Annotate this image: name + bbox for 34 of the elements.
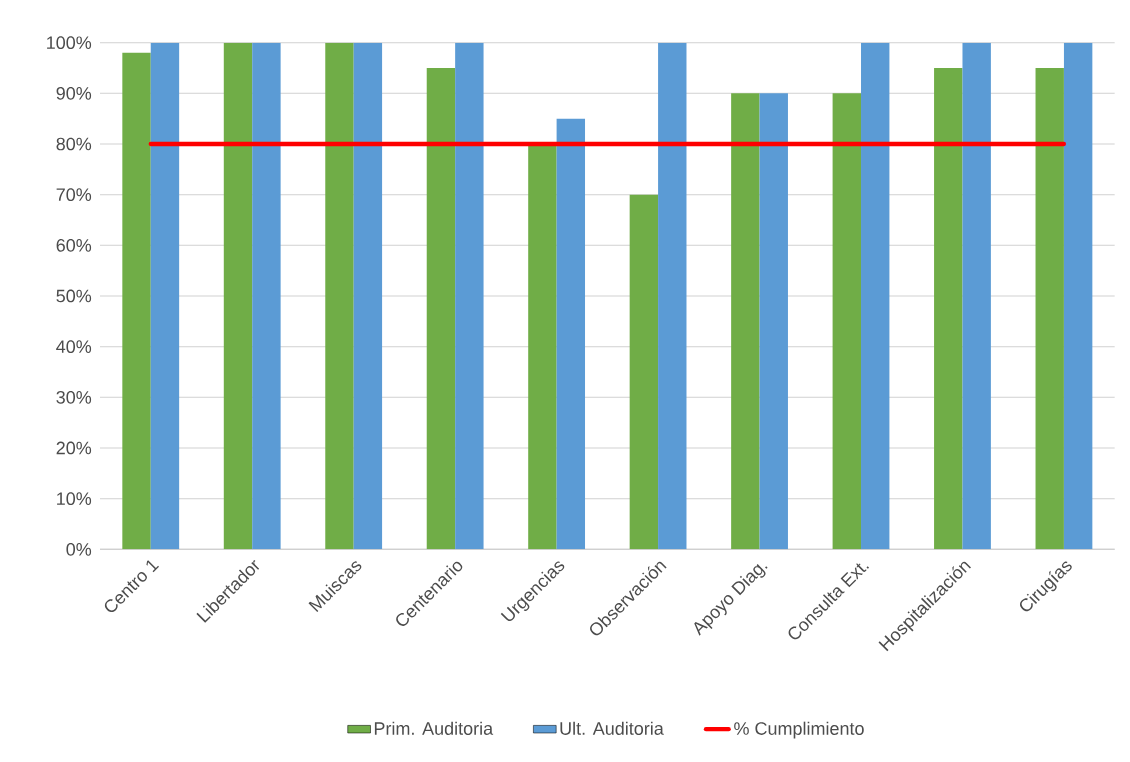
- bar: [455, 42, 484, 550]
- bar: [150, 42, 180, 550]
- bar: [759, 93, 788, 550]
- y-tick-label: 40%: [56, 340, 92, 354]
- bar: [556, 118, 586, 550]
- y-tick-label: 10%: [57, 492, 92, 506]
- legend-label: Ult. Auditoria: [560, 721, 664, 735]
- y-tick-label: 20%: [56, 441, 92, 455]
- bar: [1063, 42, 1093, 550]
- bar: [934, 68, 963, 550]
- bar: [658, 42, 687, 550]
- bar: [353, 42, 383, 550]
- bar: [1035, 68, 1064, 550]
- bar: [426, 68, 456, 550]
- y-tick-label: 80%: [56, 137, 92, 151]
- y-tick-label: 30%: [56, 390, 92, 404]
- bar: [122, 52, 151, 550]
- bar: [962, 42, 991, 550]
- y-tick-label: 60%: [56, 238, 92, 252]
- y-tick-label: 70%: [56, 188, 92, 202]
- legend-label: Prim. Auditoria: [374, 721, 494, 735]
- y-tick-label: 0%: [66, 542, 92, 556]
- bar: [252, 42, 281, 550]
- bar: [861, 42, 890, 550]
- y-tick-label: 100%: [47, 36, 92, 50]
- y-tick-label: 90%: [56, 86, 92, 100]
- bar: [223, 42, 253, 550]
- bar: [832, 93, 862, 550]
- bar: [528, 143, 557, 550]
- bar: [629, 194, 659, 550]
- y-tick-label: 50%: [56, 289, 92, 303]
- bar: [731, 93, 760, 550]
- bar: [325, 42, 354, 550]
- legend-label: % Cumplimiento: [734, 721, 864, 739]
